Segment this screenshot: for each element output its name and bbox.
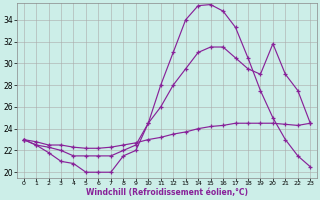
X-axis label: Windchill (Refroidissement éolien,°C): Windchill (Refroidissement éolien,°C): [86, 188, 248, 197]
